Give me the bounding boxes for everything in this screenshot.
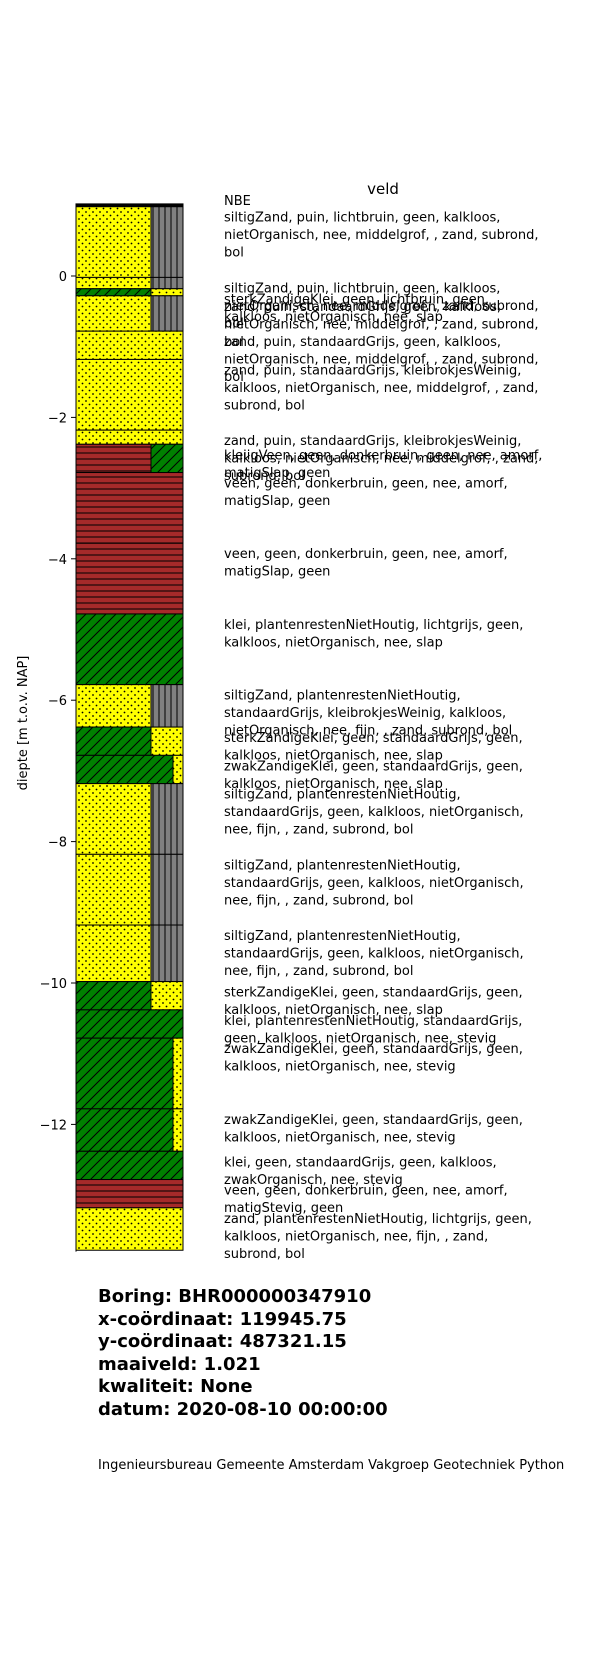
layer-20-main: [75, 1037, 174, 1110]
layer-7-fill: [75, 429, 184, 445]
layer-12-main: [75, 684, 152, 728]
layer-23-fill: [75, 1179, 184, 1209]
datum: datum: 2020-08-10 00:00:00: [98, 1398, 388, 1420]
layer-9-fill: [75, 472, 184, 544]
layer-21-main: [75, 1108, 174, 1152]
layer-15-secondary: [150, 783, 184, 855]
top-label: NBE: [224, 194, 251, 209]
layer-11-fill: [75, 613, 184, 686]
layer-label-group: siltigZand, puin, lichtbruin, geen, kalk…: [224, 211, 542, 1260]
layer-18-main: [75, 981, 152, 1011]
layer-15-main: [75, 783, 152, 855]
layer-2-secondary: [150, 276, 184, 290]
layer-1-label: siltigZand, puin, lichtbruin, geen, kalk…: [224, 211, 539, 261]
layer-11-label: klei, plantenrestenNietHoutig, lichtgrij…: [224, 618, 523, 651]
y-tick-label: 0: [59, 270, 67, 285]
layer-14-label: zwakZandigeKlei, geen, standaardGrijs, g…: [224, 759, 523, 792]
layer-19-label: klei, plantenrestenNietHoutig, standaard…: [224, 1014, 522, 1047]
layer-17-secondary: [150, 924, 184, 983]
layer-8-secondary: [150, 443, 184, 474]
chart-title: veld: [367, 180, 399, 198]
layer-18-secondary: [150, 981, 184, 1011]
layer-24-label: zand, plantenrestenNietHoutig, lichtgrij…: [224, 1212, 532, 1260]
layer-13-main: [75, 726, 152, 756]
layer-14-main: [75, 754, 174, 785]
layer-24-fill: [75, 1207, 184, 1251]
y-coordinate: y-coördinaat: 487321.15: [98, 1331, 347, 1352]
layer-22-label: klei, geen, standaardGrijs, geen, kalklo…: [224, 1155, 497, 1188]
layer-16-label: siltigZand, plantenrestenNietHoutig, stan…: [224, 858, 524, 908]
layer-23-label: veen, geen, donkerbruin, geen, nee, amor…: [224, 1184, 508, 1217]
y-tick-label: −4: [48, 553, 67, 568]
layer-16-secondary: [150, 853, 184, 926]
layer-3-label: sterkZandigeKlei, geen, lichtbruin, geen…: [224, 293, 489, 326]
layer-2-label: siltigZand, puin, lichtbruin, geen, kalk…: [224, 281, 539, 331]
layer-14-secondary: [172, 754, 184, 785]
borehole-log-chart: veld diepte [m t.o.v. NAP] NBE siltigZan…: [16, 180, 542, 1260]
layer-8-label: kleiigVeen, geen, donkerbruin, geen, nee…: [224, 448, 542, 481]
layer-2-main: [75, 276, 152, 290]
layer-group: [75, 203, 184, 1251]
y-tick-label: −8: [48, 836, 67, 851]
kwaliteit: kwaliteit: None: [98, 1376, 253, 1397]
layer-19-fill: [75, 1009, 184, 1039]
layer-17-label: siltigZand, plantenrestenNietHoutig, stan…: [224, 929, 524, 979]
layer-4-main: [75, 295, 152, 332]
y-tick-label: −10: [40, 977, 67, 992]
y-tick-label: −6: [48, 694, 67, 709]
layer-20-label: zwakZandigeKlei, geen, standaardGrijs, g…: [224, 1042, 523, 1075]
layer-17-main: [75, 924, 152, 983]
layer-10-fill: [75, 542, 184, 615]
layer-5-fill: [75, 330, 184, 360]
layer-21-label: zwakZandigeKlei, geen, standaardGrijs, g…: [224, 1113, 523, 1146]
boring-id: Boring: BHR000000347910: [98, 1286, 372, 1307]
layer-16-main: [75, 853, 152, 926]
layer-5-label: zand, puin, standaardGrijs, geen, kalklo…: [224, 335, 539, 385]
layer-15-label: siltigZand, plantenrestenNietHoutig, stan…: [224, 788, 524, 838]
layer-8-main: [75, 443, 152, 474]
layer-7-label: zand, puin, standaardGrijs, kleibrokjesW…: [224, 434, 538, 484]
layer-12-secondary: [150, 684, 184, 728]
layer-1-main: [75, 206, 152, 278]
borehole-info: Boring: BHR000000347910 x-coördinaat: 11…: [98, 1286, 388, 1421]
layer-13-label: sterkZandigeKlei, geen, standaardGrijs, …: [224, 731, 523, 764]
layer-22-fill: [75, 1150, 184, 1181]
layer-6-fill: [75, 358, 184, 431]
layer-10-label: veen, geen, donkerbruin, geen, nee, amor…: [224, 547, 508, 580]
footer-credit: Ingenieursbureau Gemeente Amsterdam Vakg…: [98, 1458, 565, 1473]
maaiveld: maaiveld: 1.021: [98, 1353, 261, 1375]
layer-3-secondary: [150, 288, 184, 297]
layer-13-secondary: [150, 726, 184, 756]
layer-18-label: sterkZandigeKlei, geen, standaardGrijs, …: [224, 986, 523, 1019]
layer-4-secondary: [150, 295, 184, 332]
x-coordinate: x-coördinaat: 119945.75: [98, 1308, 347, 1330]
layer-4-label: zand, puin, standaardGrijs, geen, kalklo…: [224, 300, 539, 350]
layer-3-main: [75, 288, 152, 297]
layer-20-secondary: [172, 1037, 184, 1110]
y-axis: 0 −2 −4 −6 −8 −10 −12: [40, 203, 77, 1252]
layer-9-label: veen, geen, donkerbruin, geen, nee, amor…: [224, 477, 508, 510]
y-tick-label: −12: [40, 1118, 67, 1133]
layer-21-secondary: [172, 1108, 184, 1152]
y-axis-label: diepte [m t.o.v. NAP]: [16, 656, 31, 791]
layer-6-label: zand, puin, standaardGrijs, kleibrokjesW…: [224, 363, 538, 413]
layer-1-secondary: [150, 206, 184, 278]
layer-12-label: siltigZand, plantenrestenNietHoutig, stan…: [224, 689, 512, 739]
y-tick-label: −2: [48, 411, 67, 426]
